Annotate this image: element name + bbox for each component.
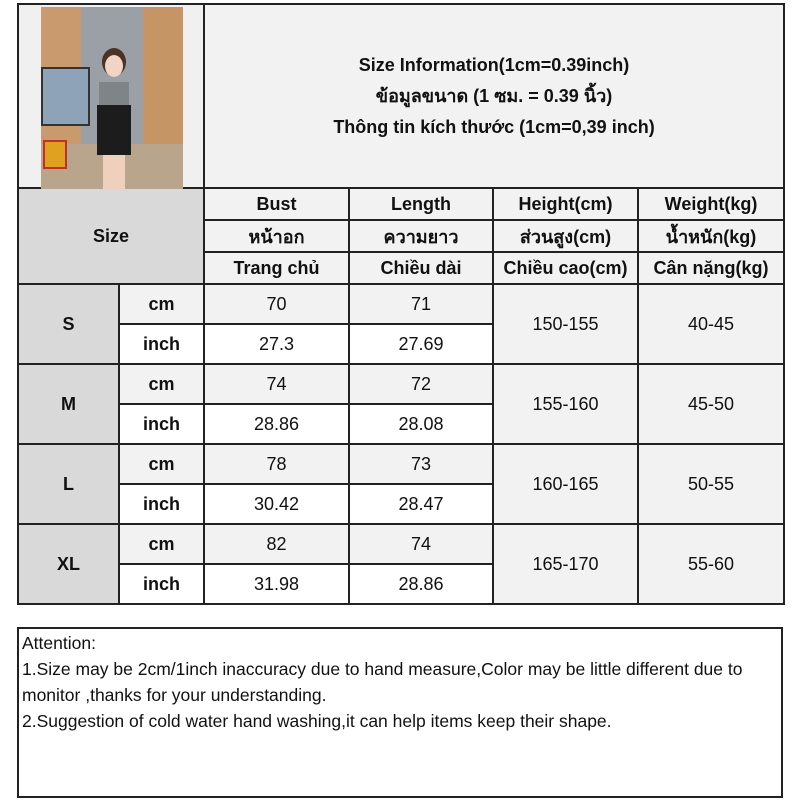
length-cm: 74 <box>348 523 494 565</box>
bust-inch: 30.42 <box>203 483 350 525</box>
unit-inch: inch <box>118 563 205 605</box>
length-cm: 73 <box>348 443 494 485</box>
size-header: Size <box>17 187 205 285</box>
title-vietnamese: Thông tin kích thước (1cm=0,39 inch) <box>333 116 655 137</box>
col-weight-en: Weight(kg) <box>636 187 786 221</box>
attention-note-2: 2.Suggestion of cold water hand washing,… <box>22 711 612 731</box>
length-inch: 28.86 <box>348 563 494 605</box>
bust-inch: 27.3 <box>203 323 350 365</box>
length-inch: 27.69 <box>348 323 494 365</box>
size-chart-table: Size Information(1cm=0.39inch) ข้อมูลขนา… <box>17 3 786 605</box>
unit-inch: inch <box>118 483 205 525</box>
col-length-vi: Chiều dài <box>348 251 494 285</box>
unit-inch: inch <box>118 403 205 445</box>
col-length-en: Length <box>348 187 494 221</box>
attention-notes: Attention: 1.Size may be 2cm/1inch inacc… <box>17 627 783 798</box>
col-length-th: ความยาว <box>348 219 494 253</box>
height-range: 160-165 <box>492 443 639 525</box>
bust-cm: 82 <box>203 523 350 565</box>
bust-inch: 31.98 <box>203 563 350 605</box>
length-inch: 28.47 <box>348 483 494 525</box>
title-thai: ข้อมูลขนาด (1 ซม. = 0.39 นิ้ว) <box>375 85 613 106</box>
unit-inch: inch <box>118 323 205 365</box>
size-info-title: Size Information(1cm=0.39inch) ข้อมูลขนา… <box>202 3 786 189</box>
attention-heading: Attention: <box>22 633 96 653</box>
title-english: Size Information(1cm=0.39inch) <box>358 54 630 75</box>
unit-cm: cm <box>118 523 205 565</box>
col-height-en: Height(cm) <box>492 187 639 221</box>
unit-cm: cm <box>118 443 205 485</box>
size-label: XL <box>17 523 120 605</box>
length-cm: 71 <box>348 283 494 325</box>
col-height-th: ส่วนสูง(cm) <box>492 219 639 253</box>
height-range: 150-155 <box>492 283 639 365</box>
size-label: S <box>17 283 120 365</box>
col-weight-vi: Cân nặng(kg) <box>636 251 786 285</box>
weight-range: 50-55 <box>636 443 786 525</box>
col-bust-th: หน้าอก <box>203 219 350 253</box>
attention-note-1: 1.Size may be 2cm/1inch inaccuracy due t… <box>22 659 743 705</box>
size-label: M <box>17 363 120 445</box>
height-range: 155-160 <box>492 363 639 445</box>
length-inch: 28.08 <box>348 403 494 445</box>
bust-cm: 74 <box>203 363 350 405</box>
bust-cm: 70 <box>203 283 350 325</box>
bust-inch: 28.86 <box>203 403 350 445</box>
weight-range: 40-45 <box>636 283 786 365</box>
col-height-vi: Chiều cao(cm) <box>492 251 639 285</box>
unit-cm: cm <box>118 283 205 325</box>
size-label: L <box>17 443 120 525</box>
col-weight-th: น้ำหนัก(kg) <box>636 219 786 253</box>
col-bust-vi: Trang chủ <box>203 251 350 285</box>
product-photo-cell <box>17 3 205 189</box>
length-cm: 72 <box>348 363 494 405</box>
col-bust-en: Bust <box>203 187 350 221</box>
weight-range: 45-50 <box>636 363 786 445</box>
unit-cm: cm <box>118 363 205 405</box>
weight-range: 55-60 <box>636 523 786 605</box>
height-range: 165-170 <box>492 523 639 605</box>
bust-cm: 78 <box>203 443 350 485</box>
product-photo <box>41 7 183 189</box>
